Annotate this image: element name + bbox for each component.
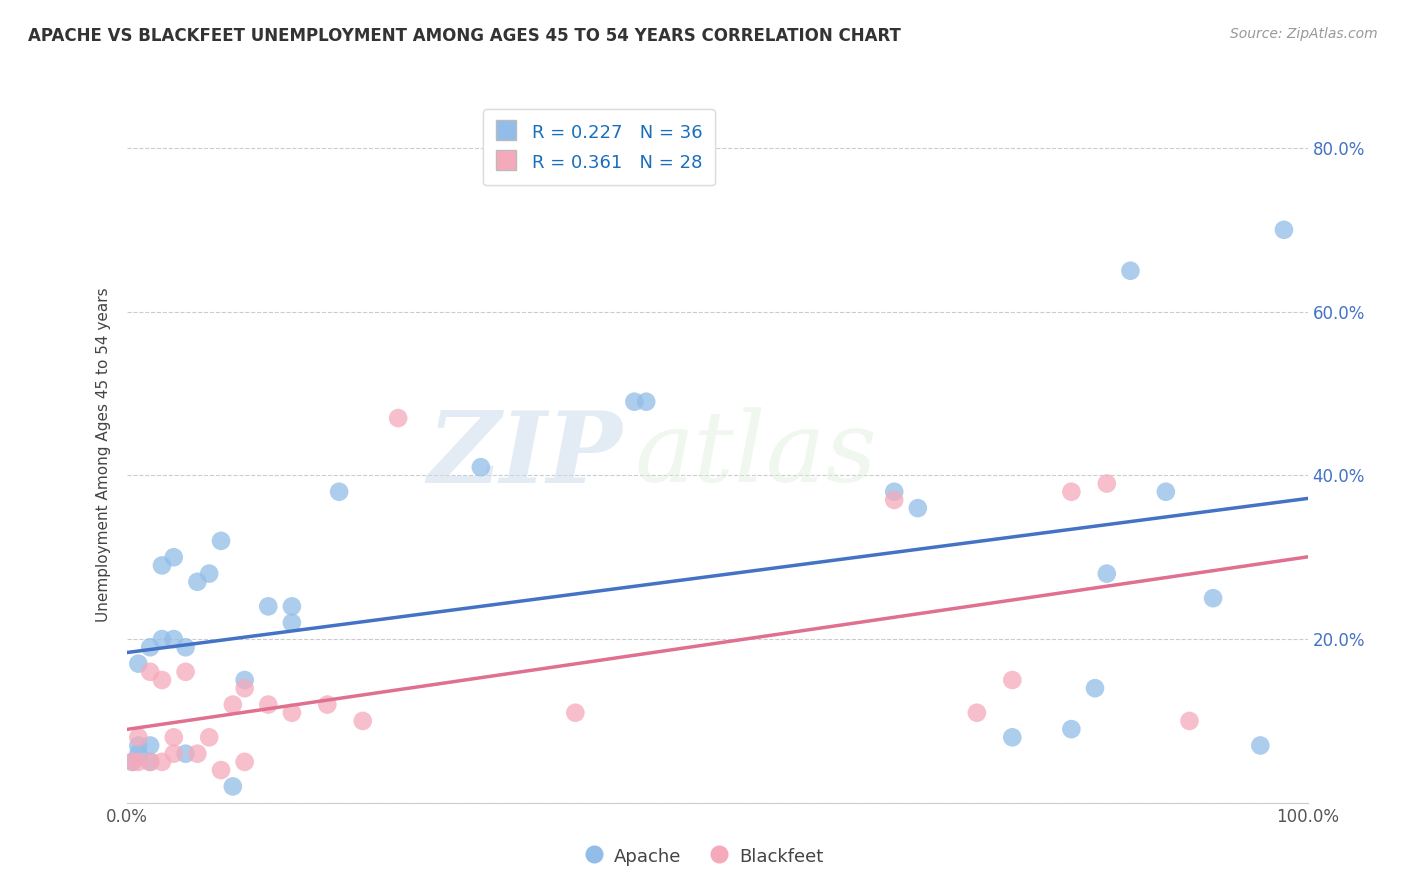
Point [150,558,173,573]
Point [966,706,988,720]
Point [1060,484,1083,499]
Point [907,501,929,516]
Y-axis label: Unemployment Among Ages 45 to 54 years: Unemployment Among Ages 45 to 54 years [96,287,111,623]
Point [1060,722,1083,736]
Point [150,755,173,769]
Point [233,681,256,696]
Point [470,460,492,475]
Point [883,492,905,507]
Point [150,673,173,687]
Point [186,747,208,761]
Point [1001,731,1024,745]
Point [1001,673,1024,687]
Point [186,574,208,589]
Legend: R = 0.227   N = 36, R = 0.361   N = 28: R = 0.227 N = 36, R = 0.361 N = 28 [482,109,716,186]
Point [233,673,256,687]
Point [1154,484,1177,499]
Point [163,731,186,745]
Point [121,755,143,769]
Point [139,755,162,769]
Text: APACHE VS BLACKFEET UNEMPLOYMENT AMONG AGES 45 TO 54 YEARS CORRELATION CHART: APACHE VS BLACKFEET UNEMPLOYMENT AMONG A… [28,27,901,45]
Point [222,780,245,794]
Point [636,394,658,409]
Point [127,731,149,745]
Text: atlas: atlas [634,408,877,502]
Point [139,665,162,679]
Point [623,394,645,409]
Point [209,763,232,777]
Point [209,533,232,548]
Point [163,747,186,761]
Point [174,640,197,655]
Text: ZIP: ZIP [427,407,623,503]
Point [139,739,162,753]
Point [174,665,197,679]
Point [163,632,186,646]
Point [1119,264,1142,278]
Point [316,698,339,712]
Point [883,484,905,499]
Point [127,739,149,753]
Point [352,714,374,728]
Point [198,731,221,745]
Legend: Apache, Blackfeet: Apache, Blackfeet [575,838,831,874]
Point [1202,591,1225,606]
Point [1095,476,1118,491]
Point [198,566,221,581]
Point [127,657,149,671]
Point [127,747,149,761]
Point [281,599,304,614]
Point [174,747,197,761]
Point [564,706,586,720]
Point [387,411,409,425]
Point [222,698,245,712]
Point [1084,681,1107,696]
Point [281,706,304,720]
Point [257,698,280,712]
Point [328,484,350,499]
Point [139,640,162,655]
Point [163,550,186,565]
Point [127,755,149,769]
Point [121,755,143,769]
Point [257,599,280,614]
Point [233,755,256,769]
Point [139,755,162,769]
Text: Source: ZipAtlas.com: Source: ZipAtlas.com [1230,27,1378,41]
Point [1272,223,1295,237]
Point [1095,566,1118,581]
Point [1249,739,1271,753]
Point [281,615,304,630]
Point [150,632,173,646]
Point [1178,714,1201,728]
